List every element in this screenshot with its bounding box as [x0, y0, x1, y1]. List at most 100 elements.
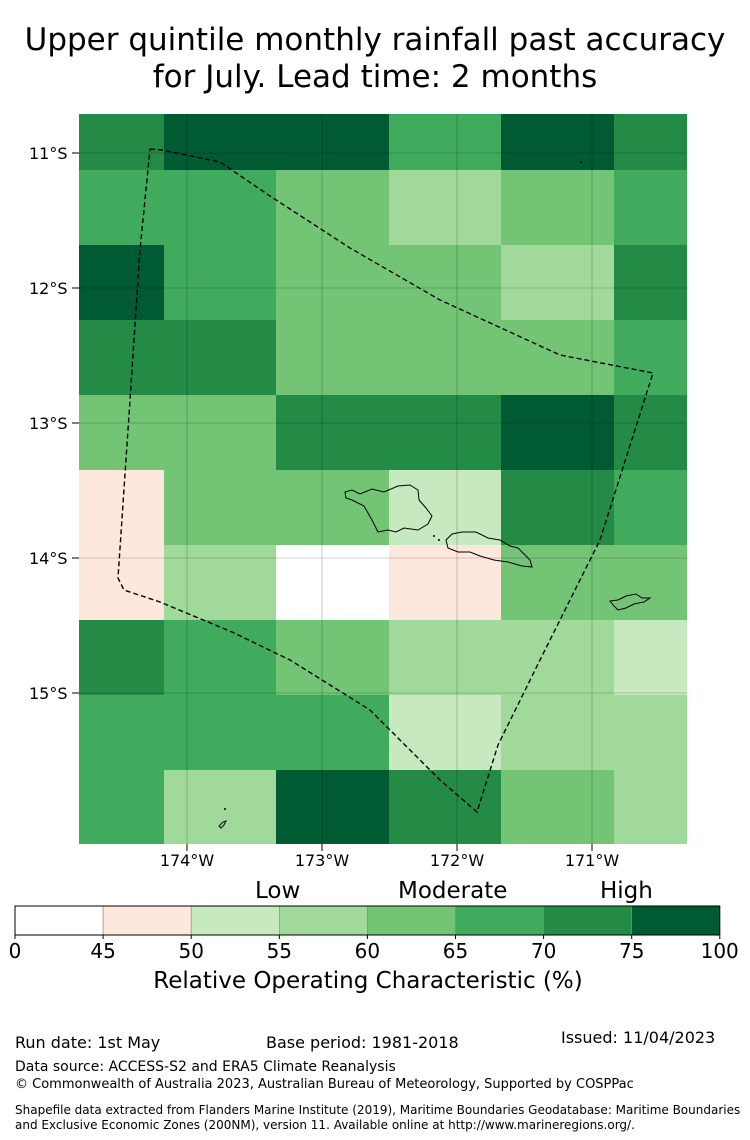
lon-label-171w: 171°W	[565, 851, 620, 870]
lat-label-11s: 11°S	[29, 144, 68, 163]
grid-cell-r7-c1	[164, 620, 276, 695]
grid-cell-r7-c0	[79, 620, 164, 695]
grid-cell-r9-c0	[79, 770, 164, 844]
grid-cell-r1-c1	[164, 170, 276, 245]
lon-label-173w: 173°W	[295, 851, 350, 870]
grid-cell-r6-c4	[501, 545, 614, 620]
grid-cell-r2-c2	[276, 245, 389, 320]
tutuila-island	[609, 593, 652, 611]
grid-cell-r6-c1	[164, 545, 276, 620]
colorbar-swatch-3	[278, 905, 368, 936]
grid-cell-r4-c0	[79, 395, 164, 470]
grid-cell-r1-c5	[614, 170, 687, 245]
colorbar-tick-label-5: 65	[443, 939, 468, 963]
colorbar-tick-label-7: 75	[619, 939, 644, 963]
islet-dot-south	[224, 808, 226, 810]
colorbar-tick-label-2: 50	[178, 939, 203, 963]
islet-dot-manono	[438, 539, 440, 541]
category-high-label: High	[600, 878, 653, 904]
grid-cells	[79, 114, 687, 844]
grid-cell-r8-c0	[79, 695, 164, 770]
graticule	[79, 114, 687, 844]
lat-label-12s: 12°S	[29, 279, 68, 298]
colorbar-swatch-7	[631, 905, 721, 936]
grid-cell-r6-c0	[79, 545, 164, 620]
colorbar-swatch-6	[543, 905, 632, 936]
grid-cell-r2-c5	[614, 245, 687, 320]
grid-cell-r2-c4	[501, 245, 614, 320]
grid-cell-r7-c4	[501, 620, 614, 695]
grid-cell-r1-c3	[389, 170, 501, 245]
grid-cell-r4-c4	[501, 395, 614, 470]
grid-cell-r5-c1	[164, 470, 276, 545]
latitude-axis: 11°S 12°S 13°S 14°S 15°S	[29, 144, 79, 703]
grid-cell-r0-c1	[164, 114, 276, 170]
colorbar-swatch-4	[367, 905, 456, 936]
shapefile-credit: Shapefile data extracted from Flanders M…	[15, 1103, 750, 1133]
chart-title: Upper quintile monthly rainfall past acc…	[0, 22, 750, 96]
grid-cell-r3-c1	[164, 320, 276, 395]
grid-cell-r8-c2	[276, 695, 389, 770]
longitude-axis: 174°W 173°W 172°W 171°W	[160, 844, 620, 870]
shapefile-credit-line-2: and Exclusive Economic Zones (200NM), ve…	[15, 1118, 635, 1132]
grid-cell-r3-c2	[276, 320, 389, 395]
grid-cell-r9-c3	[389, 770, 501, 844]
colorbar-tick-label-4: 60	[355, 939, 380, 963]
category-low-label: Low	[255, 878, 301, 904]
grid-cell-r5-c2	[276, 470, 389, 545]
grid-cell-r0-c5	[614, 114, 687, 170]
grid-cell-r2-c3	[389, 245, 501, 320]
copyright: © Commonwealth of Australia 2023, Austra…	[15, 1077, 634, 1092]
grid-cell-r7-c5	[614, 620, 687, 695]
colorbar-ticks: 0 45 50 55 60 65 70 75 100	[9, 935, 739, 963]
colorbar-title: Relative Operating Characteristic (%)	[153, 968, 583, 994]
colorbar-tick-label-8: 100	[701, 939, 739, 963]
grid-cell-r1-c4	[501, 170, 614, 245]
grid-cell-r3-c5	[614, 320, 687, 395]
lat-label-14s: 14°S	[29, 549, 68, 568]
run-date: Run date: 1st May	[15, 1033, 161, 1052]
data-source: Data source: ACCESS-S2 and ERA5 Climate …	[15, 1059, 396, 1075]
grid-cell-r2-c1	[164, 245, 276, 320]
grid-cell-r5-c4	[501, 470, 614, 545]
grid-cell-r9-c1	[164, 770, 276, 844]
colorbar	[14, 905, 721, 936]
title-line-2: for July. Lead time: 2 months	[152, 59, 598, 95]
lon-label-174w: 174°W	[160, 851, 215, 870]
upolu-island	[344, 484, 433, 533]
grid-cell-r0-c0	[79, 114, 164, 170]
grid-cell-r9-c2	[276, 770, 389, 844]
grid-cell-r8-c4	[501, 695, 614, 770]
title-line-1: Upper quintile monthly rainfall past acc…	[24, 22, 726, 58]
islet-dot-north	[580, 161, 582, 163]
grid-cell-r1-c0	[79, 170, 164, 245]
colorbar-swatch-1	[102, 905, 192, 936]
grid-cell-r0-c2	[276, 114, 389, 170]
islet-dot-apolima	[433, 535, 435, 537]
grid-cell-r6-c2	[276, 545, 389, 620]
colorbar-tick-label-3: 55	[267, 939, 292, 963]
grid-cell-r4-c5	[614, 395, 687, 470]
savaii-island	[445, 531, 533, 568]
grid-cell-r3-c3	[389, 320, 501, 395]
grid-cell-r7-c2	[276, 620, 389, 695]
lat-label-13s: 13°S	[29, 414, 68, 433]
colorbar-swatch-0	[14, 905, 104, 936]
grid-cell-r9-c5	[614, 770, 687, 844]
colorbar-tick-label-0: 0	[9, 939, 22, 963]
colorbar-tick-label-6: 70	[531, 939, 556, 963]
colorbar-swatch-2	[190, 905, 280, 936]
grid-cell-r3-c4	[501, 320, 614, 395]
grid-cell-r4-c1	[164, 395, 276, 470]
grid-cell-r4-c3	[389, 395, 501, 470]
grid-cell-r9-c4	[501, 770, 614, 844]
grid-cell-r8-c5	[614, 695, 687, 770]
grid-cell-r8-c3	[389, 695, 501, 770]
grid-cell-r6-c3	[389, 545, 501, 620]
colorbar-tick-label-1: 45	[90, 939, 115, 963]
grid-cell-r5-c3	[389, 470, 501, 545]
small-island-south	[218, 820, 227, 829]
issued-date: Issued: 11/04/2023	[561, 1028, 716, 1047]
colorbar-swatch-5	[455, 905, 544, 936]
grid-cell-r4-c2	[276, 395, 389, 470]
